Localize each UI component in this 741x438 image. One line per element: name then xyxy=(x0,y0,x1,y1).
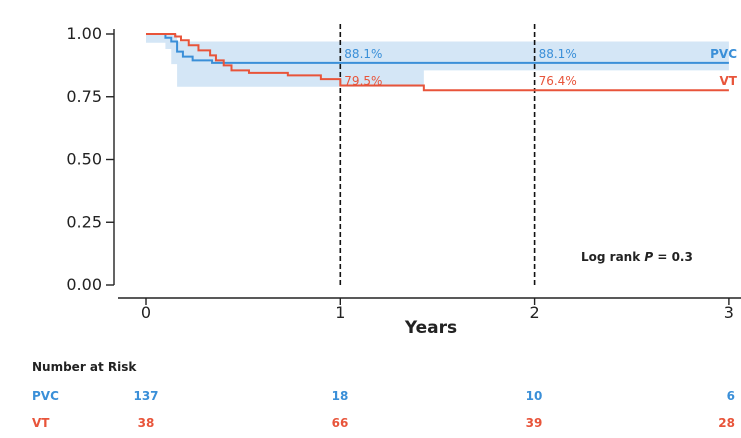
pvc-survival-curve xyxy=(146,33,729,64)
x-tick-label: 3 xyxy=(724,303,734,322)
risk-cell-pvc: 18 xyxy=(332,389,349,403)
axes xyxy=(106,28,741,305)
number-at-risk-table: PVC 137 18 10 6 VT 38 66 39 28 xyxy=(32,389,735,430)
vt-percent-label: 76.4% xyxy=(539,74,577,88)
x-tick-label: 1 xyxy=(335,303,345,322)
risk-cell-pvc: 10 xyxy=(526,389,543,403)
log-rank-suffix: = 0.3 xyxy=(653,250,693,264)
risk-cell-vt: 28 xyxy=(718,416,735,430)
x-tick-label: 2 xyxy=(530,303,540,322)
risk-cell-pvc: 137 xyxy=(133,389,158,403)
y-tick-label: 0.50 xyxy=(66,150,102,169)
log-rank-annotation: Log rank P = 0.3 xyxy=(581,250,693,264)
vt-percent-label: 79.5% xyxy=(344,74,382,88)
pvc-confidence-band xyxy=(146,34,729,87)
vt-series-label: VT xyxy=(720,74,738,88)
risk-row-label-vt: VT xyxy=(32,416,50,430)
pvc-percent-label: 88.1% xyxy=(344,47,382,61)
curve-annotations: 88.1% 88.1% PVC 79.5% 76.4% VT xyxy=(344,47,738,88)
number-at-risk-title: Number at Risk xyxy=(32,360,137,374)
risk-cell-vt: 39 xyxy=(526,416,543,430)
survival-curves xyxy=(146,33,729,92)
log-rank-prefix: Log rank xyxy=(581,250,644,264)
y-tick-label: 0.75 xyxy=(66,87,102,106)
vt-survival-curve xyxy=(146,33,729,92)
x-axis-title: Years xyxy=(404,318,457,338)
risk-cell-pvc: 6 xyxy=(727,389,735,403)
log-rank-p-symbol: P xyxy=(644,250,653,264)
reference-lines xyxy=(339,23,536,285)
y-tick-label: 0.25 xyxy=(66,212,102,231)
y-tick-label: 1.00 xyxy=(66,24,102,43)
tick-labels: 0.00 0.25 0.50 0.75 1.00 0 1 2 3 xyxy=(66,24,734,322)
confidence-bands xyxy=(146,34,729,87)
pvc-percent-label: 88.1% xyxy=(539,47,577,61)
y-tick-label: 0.00 xyxy=(66,275,102,294)
risk-cell-vt: 66 xyxy=(332,416,349,430)
risk-cell-vt: 38 xyxy=(138,416,155,430)
pvc-series-label: PVC xyxy=(710,47,737,61)
x-tick-label: 0 xyxy=(141,303,151,322)
risk-row-label-pvc: PVC xyxy=(32,389,59,403)
